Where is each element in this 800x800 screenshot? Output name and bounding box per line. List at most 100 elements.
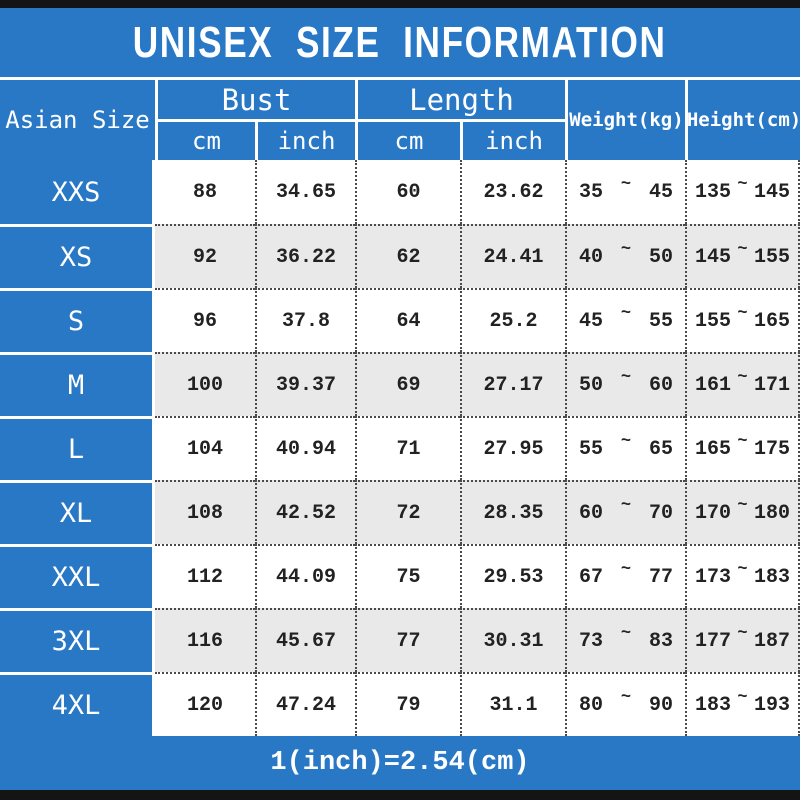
- length-cm-value: 77: [355, 608, 460, 672]
- length-cm-value: 62: [355, 224, 460, 288]
- height-min-value: 155: [695, 309, 732, 333]
- length-inch-value: 23.62: [460, 160, 565, 224]
- tilde-symbol: ~: [737, 431, 748, 451]
- weight-min-value: 45: [579, 309, 604, 333]
- table-row: S 96 37.8 64 25.2 45 ~ 55 155 ~ 165: [0, 288, 800, 352]
- height-range-cell: 183 ~ 193: [685, 672, 800, 736]
- table-row: M 100 39.37 69 27.17 50 ~ 60 161 ~ 171: [0, 352, 800, 416]
- size-label: M: [0, 352, 155, 416]
- column-header-asian-size: Asian Size: [0, 80, 155, 160]
- length-cm-value: 69: [355, 352, 460, 416]
- weight-max-value: 55: [648, 309, 673, 333]
- subheader-bust-cm: cm: [155, 122, 255, 160]
- table-row: XXS 88 34.65 60 23.62 35 ~ 45 135 ~ 145: [0, 160, 800, 224]
- size-label: XXL: [0, 544, 155, 608]
- bust-inch-value: 45.67: [255, 608, 355, 672]
- weight-max-value: 50: [648, 245, 673, 269]
- length-inch-value: 27.17: [460, 352, 565, 416]
- table-header: Asian Size Bust Length Weight(kg) Height…: [0, 80, 800, 160]
- weight-range-cell: 50 ~ 60: [565, 352, 685, 416]
- table-body: XXS 88 34.65 60 23.62 35 ~ 45 135 ~ 145 …: [0, 160, 800, 736]
- subheader-length-inch: inch: [460, 122, 565, 160]
- length-cm-value: 64: [355, 288, 460, 352]
- weight-range-cell: 60 ~ 70: [565, 480, 685, 544]
- weight-range-cell: 35 ~ 45: [565, 160, 685, 224]
- bust-cm-value: 92: [155, 224, 255, 288]
- bust-cm-value: 108: [155, 480, 255, 544]
- length-inch-value: 28.35: [460, 480, 565, 544]
- height-range-cell: 170 ~ 180: [685, 480, 800, 544]
- conversion-note: 1(inch)=2.54(cm): [270, 748, 530, 778]
- height-max-value: 180: [753, 501, 790, 525]
- weight-min-value: 80: [579, 693, 604, 717]
- table-row: L 104 40.94 71 27.95 55 ~ 65 165 ~ 175: [0, 416, 800, 480]
- size-label: 4XL: [0, 672, 155, 736]
- height-max-value: 171: [753, 373, 790, 397]
- length-inch-value: 24.41: [460, 224, 565, 288]
- bust-inch-value: 37.8: [255, 288, 355, 352]
- height-max-value: 165: [753, 309, 790, 333]
- length-cm-value: 79: [355, 672, 460, 736]
- bottom-black-bar: [0, 790, 800, 800]
- bust-cm-value: 96: [155, 288, 255, 352]
- length-inch-value: 29.53: [460, 544, 565, 608]
- height-min-value: 177: [695, 629, 732, 653]
- height-min-value: 161: [695, 373, 732, 397]
- tilde-symbol: ~: [737, 239, 748, 259]
- bust-cm-value: 112: [155, 544, 255, 608]
- table-row: XXL 112 44.09 75 29.53 67 ~ 77 173 ~ 183: [0, 544, 800, 608]
- length-cm-value: 60: [355, 160, 460, 224]
- weight-range-cell: 80 ~ 90: [565, 672, 685, 736]
- bust-inch-value: 34.65: [255, 160, 355, 224]
- height-range-cell: 135 ~ 145: [685, 160, 800, 224]
- height-min-value: 145: [695, 245, 732, 269]
- length-inch-value: 27.95: [460, 416, 565, 480]
- column-group-bust: Bust: [155, 80, 355, 122]
- size-label: S: [0, 288, 155, 352]
- top-black-bar: [0, 0, 800, 8]
- height-min-value: 173: [695, 565, 732, 589]
- tilde-symbol: ~: [737, 303, 748, 323]
- height-range-cell: 145 ~ 155: [685, 224, 800, 288]
- table-row: XL 108 42.52 72 28.35 60 ~ 70 170 ~ 180: [0, 480, 800, 544]
- weight-max-value: 83: [648, 629, 673, 653]
- tilde-symbol: ~: [737, 559, 748, 579]
- height-max-value: 175: [753, 437, 790, 461]
- table-row: 4XL 120 47.24 79 31.1 80 ~ 90 183 ~ 193: [0, 672, 800, 736]
- weight-range-cell: 55 ~ 65: [565, 416, 685, 480]
- tilde-symbol: ~: [737, 623, 748, 643]
- footer-band: 1(inch)=2.54(cm): [0, 736, 800, 790]
- tilde-symbol: ~: [737, 687, 748, 707]
- bust-inch-value: 47.24: [255, 672, 355, 736]
- bust-inch-value: 39.37: [255, 352, 355, 416]
- bust-cm-value: 88: [155, 160, 255, 224]
- weight-min-value: 55: [579, 437, 604, 461]
- weight-min-value: 60: [579, 501, 604, 525]
- weight-max-value: 77: [648, 565, 673, 589]
- weight-min-value: 50: [579, 373, 604, 397]
- size-label: XXS: [0, 160, 155, 224]
- weight-range-cell: 73 ~ 83: [565, 608, 685, 672]
- weight-max-value: 45: [648, 180, 673, 204]
- weight-range-cell: 40 ~ 50: [565, 224, 685, 288]
- length-cm-value: 72: [355, 480, 460, 544]
- table-row: 3XL 116 45.67 77 30.31 73 ~ 83 177 ~ 187: [0, 608, 800, 672]
- bust-cm-value: 120: [155, 672, 255, 736]
- tilde-symbol: ~: [737, 367, 748, 387]
- bust-inch-value: 44.09: [255, 544, 355, 608]
- height-max-value: 187: [753, 629, 790, 653]
- bust-cm-value: 104: [155, 416, 255, 480]
- length-inch-value: 31.1: [460, 672, 565, 736]
- height-min-value: 170: [695, 501, 732, 525]
- bust-cm-value: 100: [155, 352, 255, 416]
- bust-inch-value: 42.52: [255, 480, 355, 544]
- subheader-length-cm: cm: [355, 122, 460, 160]
- bust-cm-value: 116: [155, 608, 255, 672]
- height-max-value: 183: [753, 565, 790, 589]
- weight-min-value: 35: [579, 180, 604, 204]
- column-header-weight: Weight(kg): [565, 80, 685, 160]
- length-inch-value: 25.2: [460, 288, 565, 352]
- height-range-cell: 155 ~ 165: [685, 288, 800, 352]
- height-max-value: 155: [753, 245, 790, 269]
- weight-max-value: 60: [648, 373, 673, 397]
